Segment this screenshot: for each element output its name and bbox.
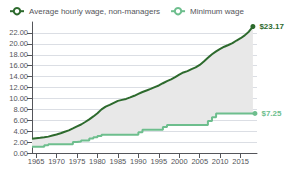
svg-text:10.00: 10.00 [9,94,28,103]
svg-text:2005: 2005 [191,157,208,166]
svg-text:4.00: 4.00 [13,127,28,136]
svg-text:1995: 1995 [150,157,167,166]
svg-text:1975: 1975 [69,157,86,166]
svg-text:16.00: 16.00 [9,61,28,70]
svg-text:$7.25: $7.25 [261,109,282,118]
svg-text:2010: 2010 [212,157,229,166]
svg-text:2000: 2000 [171,157,188,166]
svg-text:20.00: 20.00 [9,39,28,48]
svg-text:18.00: 18.00 [9,50,28,59]
svg-text:0.00: 0.00 [13,149,28,158]
svg-text:1980: 1980 [89,157,106,166]
svg-text:22.00: 22.00 [9,28,28,37]
svg-text:6.00: 6.00 [13,116,28,125]
svg-text:1990: 1990 [130,157,147,166]
svg-text:2015: 2015 [232,157,249,166]
svg-text:2.00: 2.00 [13,138,28,147]
svg-text:1985: 1985 [110,157,127,166]
svg-text:8.00: 8.00 [13,105,28,114]
svg-text:14.00: 14.00 [9,72,28,81]
svg-text:1970: 1970 [48,157,65,166]
svg-text:12.00: 12.00 [9,83,28,92]
svg-text:$23.17: $23.17 [259,22,284,31]
svg-text:1965: 1965 [28,157,45,166]
svg-text:Minimum wage: Minimum wage [190,7,244,16]
svg-text:Average hourly wage, non-manag: Average hourly wage, non-managers [29,7,160,16]
